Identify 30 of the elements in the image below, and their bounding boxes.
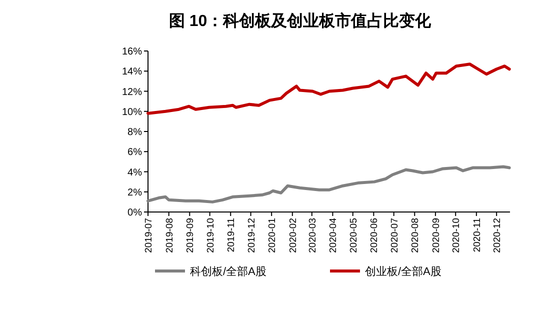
x-tick-label: 2019-09 <box>185 218 196 253</box>
x-tick-label: 2019-08 <box>164 218 176 253</box>
x-tick-label: 2020-08 <box>410 218 422 253</box>
x-tick-label: 2020-07 <box>389 218 400 253</box>
legend-label: 创业板/全部A股 <box>365 265 442 278</box>
x-tick-label: 2020-03 <box>307 218 318 253</box>
y-tick-label: 2% <box>128 187 142 198</box>
title: 图 10：科创板及创业板市值占比变化 <box>168 13 432 30</box>
x-tick-label: 2019-12 <box>246 218 258 253</box>
y-tick-label: 4% <box>128 167 142 178</box>
x-tick-label: 2020-06 <box>369 218 380 253</box>
x-tick-label: 2019-10 <box>205 218 216 253</box>
x-tick-label: 2020-11 <box>472 218 483 252</box>
x-tick-label: 2020-04 <box>328 218 340 253</box>
x-tick-label: 2020-10 <box>451 218 462 253</box>
x-tick-label: 2020-05 <box>348 218 360 253</box>
y-tick-label: 8% <box>128 127 142 138</box>
y-tick-label: 0% <box>128 208 142 218</box>
y-tick-label: 14% <box>122 66 142 78</box>
x-tick-label: 2019-11 <box>226 218 238 252</box>
x-tick-label: 2019-07 <box>144 218 154 253</box>
y-tick-label: 12% <box>122 86 142 98</box>
x-tick-label: 2020-01 <box>267 218 278 253</box>
legend-label: 科创板/全部A股 <box>190 265 266 278</box>
y-tick-label: 6% <box>128 147 142 158</box>
x-tick-label: 2020-12 <box>492 218 504 253</box>
y-tick-label: 16% <box>122 46 142 58</box>
x-tick-label: 2020-09 <box>430 218 442 253</box>
x-tick-label: 2020-02 <box>288 218 299 253</box>
y-tick-label: 10% <box>122 106 142 118</box>
